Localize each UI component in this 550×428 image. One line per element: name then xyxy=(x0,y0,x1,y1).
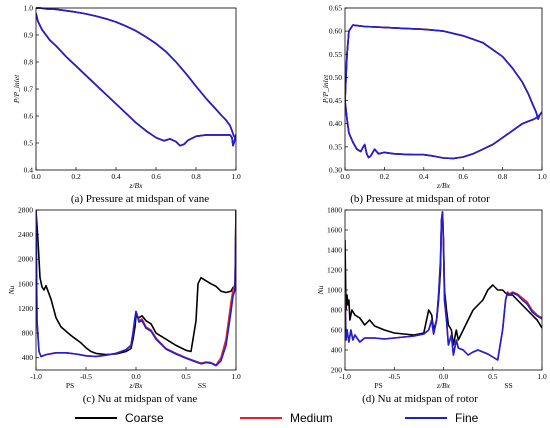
x-tick-label: 0.0 xyxy=(340,172,350,181)
panel-caption: (b) Pressure at midspan of rotor xyxy=(350,193,490,205)
y-tick-label: 0.7 xyxy=(24,85,34,94)
x-tick-label: 0.6 xyxy=(459,172,469,181)
series-line-fine xyxy=(36,210,236,367)
plot-frame xyxy=(35,7,237,171)
y-tick-label: 1400 xyxy=(327,246,342,255)
y-tick-label: 600 xyxy=(331,326,343,335)
series-line-fine xyxy=(345,24,542,160)
series-group xyxy=(345,211,542,361)
x-tick-label: 0.5 xyxy=(488,372,498,381)
y-tick-label: 0.9 xyxy=(24,31,34,40)
series-group xyxy=(36,7,236,147)
y-axis-label: Nu xyxy=(7,285,16,295)
y-tick-label: 1200 xyxy=(18,304,33,313)
x-tick-label: 0.2 xyxy=(71,172,81,181)
series-line-coarse xyxy=(345,24,542,160)
y-tick-label: 0.55 xyxy=(329,50,342,59)
y-tick-label: 1200 xyxy=(327,266,342,275)
y-tick-label: 800 xyxy=(331,306,343,315)
series-line-coarse xyxy=(36,210,236,356)
x-tick-label: 0.0 xyxy=(131,372,141,381)
series-line-medium xyxy=(36,210,236,366)
x-tick-label: -0.5 xyxy=(388,372,400,381)
panel-caption: (a) Pressure at midspan of vane xyxy=(71,193,209,205)
side-label-ss: SS xyxy=(504,381,512,390)
y-tick-label: 200 xyxy=(331,366,343,375)
x-tick-label: 1.0 xyxy=(231,372,241,381)
y-tick-label: 1000 xyxy=(327,286,342,295)
side-label-ps: PS xyxy=(374,381,382,390)
x-tick-label: -1.0 xyxy=(339,372,351,381)
x-tick-label: -0.5 xyxy=(80,372,92,381)
x-tick-label: 0.6 xyxy=(151,172,161,181)
plot-frame xyxy=(344,7,543,171)
y-tick-label: 2800 xyxy=(18,206,33,215)
series-group xyxy=(36,210,236,367)
y-tick-label: 0.30 xyxy=(329,166,342,175)
x-axis-label: z/Bx xyxy=(129,381,144,390)
panel-caption: (d) Nu at midspan of rotor xyxy=(362,393,478,405)
x-axis-label: z/Bx xyxy=(129,181,144,190)
y-tick-label: 1600 xyxy=(18,279,33,288)
y-tick-label: 0.65 xyxy=(329,4,342,13)
x-axis-label: z/Bx xyxy=(436,181,451,190)
y-tick-label: 0.50 xyxy=(329,73,342,82)
x-axis-label: z/Bx xyxy=(436,381,451,390)
y-tick-label: 0.4 xyxy=(24,166,34,175)
y-tick-label: 400 xyxy=(331,346,343,355)
y-tick-label: 0.45 xyxy=(329,96,342,105)
x-tick-label: 0.0 xyxy=(31,172,41,181)
y-tick-label: 2400 xyxy=(18,230,33,239)
series-line-fine xyxy=(36,7,236,147)
y-tick-label: 800 xyxy=(22,329,34,338)
y-tick-label: 1600 xyxy=(327,226,342,235)
y-axis-label: Nu xyxy=(316,285,325,295)
series-group xyxy=(345,24,542,160)
x-tick-label: 0.8 xyxy=(498,172,508,181)
y-axis-label: P/P_inlet xyxy=(12,74,21,104)
y-tick-label: 0.35 xyxy=(329,142,342,151)
x-tick-label: 0.8 xyxy=(191,172,201,181)
y-tick-label: 1800 xyxy=(327,206,342,215)
x-tick-label: -1.0 xyxy=(30,372,42,381)
y-tick-label: 0.60 xyxy=(329,27,342,36)
x-tick-label: 1.0 xyxy=(231,172,241,181)
series-line-coarse xyxy=(36,7,236,147)
x-tick-label: 0.2 xyxy=(380,172,390,181)
x-tick-label: 0.4 xyxy=(419,172,429,181)
series-line-fine xyxy=(345,211,542,361)
y-tick-label: 0.40 xyxy=(329,119,342,128)
panel-a: 0.0 0.2 0.4 0.6 0.8 1.0 0.4 0.5 0.6 0.7 0.8 0.9 1.0 z… xyxy=(12,4,241,206)
y-tick-label: 400 xyxy=(22,353,34,362)
y-tick-label: 0.5 xyxy=(24,139,34,148)
series-line-medium xyxy=(36,7,236,147)
panel-b: 0.0 0.2 0.4 0.6 0.8 1.0 0.30 0.35 0.40 0.45 0.50 0.… xyxy=(321,4,547,206)
side-label-ss: SS xyxy=(198,381,206,390)
x-tick-label: 0.0 xyxy=(439,372,449,381)
legend-label-fine: Fine xyxy=(455,411,479,425)
y-tick-label: 0.8 xyxy=(24,58,34,67)
legend-label-coarse: Coarse xyxy=(125,411,164,425)
plot-frame xyxy=(35,209,237,371)
y-tick-label: 1.0 xyxy=(24,4,34,13)
panel-c: -1.0 -0.5 0.0 0.5 1.0 400 800 1200 1600 2000 2400 2… xyxy=(7,206,241,406)
y-tick-label: 2000 xyxy=(18,255,33,264)
x-tick-label: 0.5 xyxy=(181,372,191,381)
series-line-medium xyxy=(345,24,542,160)
panel-d: -1.0 -0.5 0.0 0.5 1.0 200 400 600 800 1000 1200 140… xyxy=(316,206,547,406)
legend: Coarse Medium Fine xyxy=(75,411,479,425)
panel-caption: (c) Nu at midspan of vane xyxy=(83,393,198,405)
y-axis-label: P/P_inlet xyxy=(321,74,330,104)
x-tick-label: 1.0 xyxy=(537,172,547,181)
legend-label-medium: Medium xyxy=(290,411,333,425)
side-label-ps: PS xyxy=(66,381,74,390)
x-tick-label: 1.0 xyxy=(537,372,547,381)
y-tick-label: 0.6 xyxy=(24,112,34,121)
x-tick-label: 0.4 xyxy=(111,172,121,181)
